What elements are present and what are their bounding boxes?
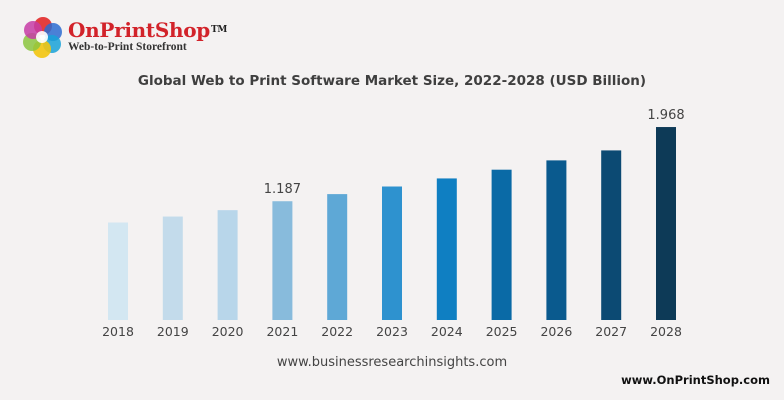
x-tick-label-2021: 2021 xyxy=(266,324,298,339)
x-tick-label-2022: 2022 xyxy=(321,324,353,339)
x-tick-label-2026: 2026 xyxy=(540,324,572,339)
color-wheel-icon xyxy=(23,17,62,58)
bar-2028 xyxy=(656,127,676,320)
bar-2025 xyxy=(491,169,512,320)
bar-2019 xyxy=(162,216,183,320)
chart-title: Global Web to Print Software Market Size… xyxy=(137,73,647,89)
bar-2024 xyxy=(436,178,457,320)
x-tick-label-2019: 2019 xyxy=(157,324,189,339)
x-tick-label-2018: 2018 xyxy=(102,324,134,339)
bar-2020 xyxy=(217,210,238,320)
bar-2018 xyxy=(108,222,128,320)
site-url: www.OnPrintShop.com xyxy=(621,373,770,387)
x-tick-label-2024: 2024 xyxy=(431,324,463,339)
x-tick-label-2028: 2028 xyxy=(650,324,682,339)
bar-2022 xyxy=(327,194,348,320)
bar-2021 xyxy=(272,201,293,320)
source-url: www.businessresearchinsights.com xyxy=(276,355,508,370)
x-tick-label-2020: 2020 xyxy=(212,324,244,339)
logo-tagline: Web-to-Print Storefront xyxy=(68,41,187,53)
logo-wordmark: OnPrintShopTM xyxy=(68,18,227,42)
bar-2026 xyxy=(546,160,567,320)
data-label-2021: 1.187 xyxy=(264,182,301,197)
x-tick-label-2023: 2023 xyxy=(376,324,408,339)
bar-2023 xyxy=(382,186,402,320)
x-tick-label-2027: 2027 xyxy=(595,324,627,339)
data-label-2028: 1.968 xyxy=(647,108,684,123)
onprintshop-logo: OnPrintShopTM Web-to-Print Storefront xyxy=(20,14,240,64)
bar-2027 xyxy=(601,150,622,320)
x-tick-label-2025: 2025 xyxy=(486,324,518,339)
